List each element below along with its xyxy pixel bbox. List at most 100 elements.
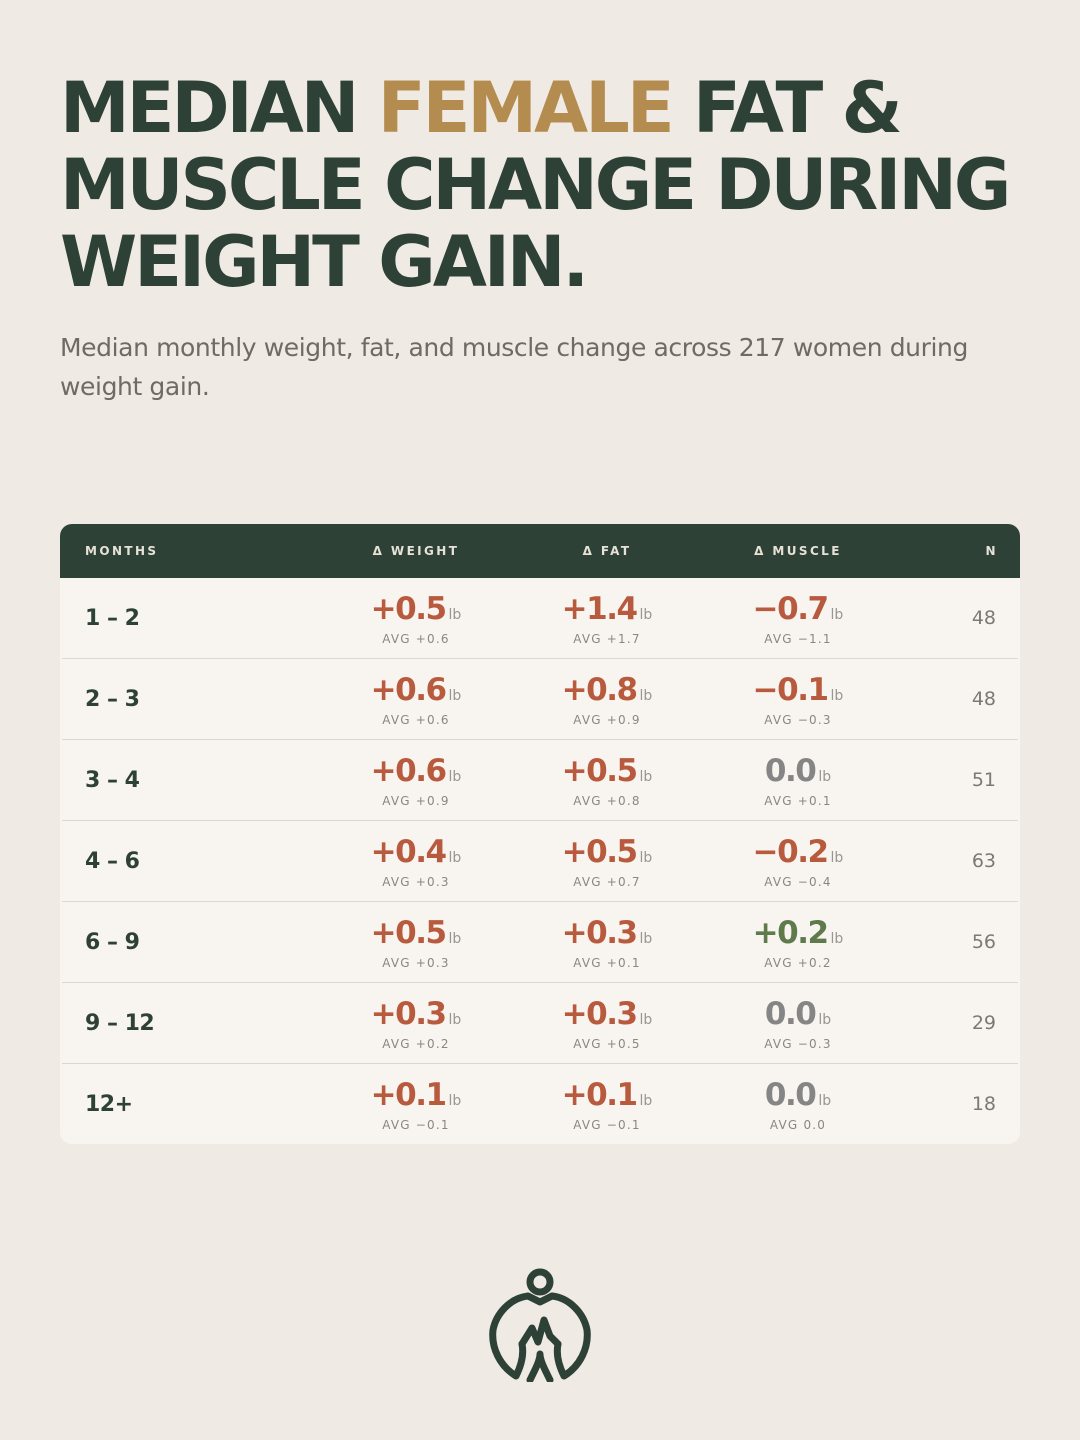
row-months: 9 – 12 xyxy=(85,1010,155,1036)
cell-weight: +0.6 lb AVG +0.9 xyxy=(346,753,486,808)
muscle-median-value: 0.0 xyxy=(764,1077,817,1113)
fat-median-value: +0.8 xyxy=(561,672,638,708)
muscle-median-value: −0.1 xyxy=(752,672,829,708)
unit-label: lb xyxy=(830,607,844,623)
fat-average: AVG +0.7 xyxy=(573,875,641,889)
unit-label: lb xyxy=(639,769,653,785)
unit-label: lb xyxy=(448,931,462,947)
title-part-1: MEDIAN xyxy=(60,67,378,149)
table-row: 1 – 2 +0.5 lb AVG +0.6 +1.4 lb AVG +1.7 −0… xyxy=(62,578,1018,659)
header-n: N xyxy=(985,544,998,558)
weight-median-value: +0.5 xyxy=(370,915,447,951)
table-row: 6 – 9 +0.5 lb AVG +0.3 +0.3 lb AVG +0.1 +0… xyxy=(62,902,1018,983)
cell-weight: +0.3 lb AVG +0.2 xyxy=(346,996,486,1051)
row-count: 48 xyxy=(971,688,996,710)
table-row: 2 – 3 +0.6 lb AVG +0.6 +0.8 lb AVG +0.9 −0… xyxy=(62,659,1018,740)
weight-average: AVG +0.2 xyxy=(382,1037,450,1051)
data-table: MONTHS Δ WEIGHT Δ FAT Δ MUSCLE N 1 – 2 +… xyxy=(60,524,1020,1144)
row-count: 56 xyxy=(971,931,996,953)
cell-weight: +0.1 lb AVG −0.1 xyxy=(346,1077,486,1132)
header-fat: Δ FAT xyxy=(582,544,632,558)
row-count: 63 xyxy=(971,850,996,872)
fat-median-value: +0.5 xyxy=(561,753,638,789)
unit-label: lb xyxy=(830,688,844,704)
muscle-median-value: −0.7 xyxy=(752,591,829,627)
unit-label: lb xyxy=(639,931,653,947)
fat-median-value: +0.3 xyxy=(561,996,638,1032)
weight-average: AVG +0.9 xyxy=(382,794,450,808)
header-weight: Δ WEIGHT xyxy=(372,544,460,558)
cell-muscle: 0.0 lb AVG 0.0 xyxy=(728,1077,868,1132)
cell-weight: +0.5 lb AVG +0.3 xyxy=(346,915,486,970)
cell-fat: +1.4 lb AVG +1.7 xyxy=(537,591,677,646)
cell-muscle: −0.7 lb AVG −1.1 xyxy=(728,591,868,646)
unit-label: lb xyxy=(448,607,462,623)
cell-weight: +0.5 lb AVG +0.6 xyxy=(346,591,486,646)
cell-muscle: 0.0 lb AVG −0.3 xyxy=(728,996,868,1051)
table-row: 9 – 12 +0.3 lb AVG +0.2 +0.3 lb AVG +0.5 0… xyxy=(62,983,1018,1064)
weight-median-value: +0.6 xyxy=(370,753,447,789)
table-row: 3 – 4 +0.6 lb AVG +0.9 +0.5 lb AVG +0.8 0.… xyxy=(62,740,1018,821)
fat-average: AVG +0.5 xyxy=(573,1037,641,1051)
title-accent: FEMALE xyxy=(377,67,675,149)
table-row: 12+ +0.1 lb AVG −0.1 +0.1 lb AVG −0.1 0.0 l… xyxy=(62,1064,1018,1144)
title-part-2: FAT & MUSCLE CHANGE DURING WEIGHT GAIN. xyxy=(60,67,1011,303)
fat-average: AVG +0.1 xyxy=(573,956,641,970)
fat-average: AVG +1.7 xyxy=(573,632,641,646)
unit-label: lb xyxy=(448,1093,462,1109)
row-months: 3 – 4 xyxy=(85,767,140,793)
weight-average: AVG +0.3 xyxy=(382,956,450,970)
page-title: MEDIAN FEMALE FAT & MUSCLE CHANGE DURING… xyxy=(60,70,1020,301)
row-months: 4 – 6 xyxy=(85,848,140,874)
table-header: MONTHS Δ WEIGHT Δ FAT Δ MUSCLE N xyxy=(60,524,1020,578)
header-muscle: Δ MUSCLE xyxy=(754,544,842,558)
unit-label: lb xyxy=(818,769,832,785)
row-count: 29 xyxy=(971,1012,996,1034)
cell-fat: +0.5 lb AVG +0.8 xyxy=(537,753,677,808)
weight-average: AVG +0.6 xyxy=(382,632,450,646)
unit-label: lb xyxy=(448,1012,462,1028)
cell-muscle: 0.0 lb AVG +0.1 xyxy=(728,753,868,808)
cell-fat: +0.5 lb AVG +0.7 xyxy=(537,834,677,889)
weight-median-value: +0.4 xyxy=(370,834,447,870)
muscle-median-value: −0.2 xyxy=(752,834,829,870)
muscle-median-value: +0.2 xyxy=(752,915,829,951)
row-months: 12+ xyxy=(85,1091,133,1117)
muscle-average: AVG +0.1 xyxy=(764,794,832,808)
muscle-average: AVG −0.3 xyxy=(764,1037,832,1051)
muscle-average: AVG +0.2 xyxy=(764,956,832,970)
brand-logo-icon xyxy=(489,1268,591,1382)
weight-average: AVG −0.1 xyxy=(382,1118,450,1132)
muscle-average: AVG 0.0 xyxy=(769,1118,827,1132)
row-months: 2 – 3 xyxy=(85,686,140,712)
weight-median-value: +0.6 xyxy=(370,672,447,708)
cell-fat: +0.1 lb AVG −0.1 xyxy=(537,1077,677,1132)
weight-median-value: +0.5 xyxy=(370,591,447,627)
unit-label: lb xyxy=(830,850,844,866)
muscle-median-value: 0.0 xyxy=(764,996,817,1032)
page-subtitle: Median monthly weight, fat, and muscle c… xyxy=(60,333,968,401)
cell-fat: +0.3 lb AVG +0.1 xyxy=(537,915,677,970)
cell-muscle: −0.1 lb AVG −0.3 xyxy=(728,672,868,727)
unit-label: lb xyxy=(448,769,462,785)
row-months: 1 – 2 xyxy=(85,605,140,631)
row-months: 6 – 9 xyxy=(85,929,140,955)
cell-weight: +0.6 lb AVG +0.6 xyxy=(346,672,486,727)
fat-average: AVG +0.9 xyxy=(573,713,641,727)
unit-label: lb xyxy=(818,1012,832,1028)
unit-label: lb xyxy=(639,1093,653,1109)
unit-label: lb xyxy=(639,1012,653,1028)
muscle-average: AVG −1.1 xyxy=(764,632,832,646)
row-count: 48 xyxy=(971,607,996,629)
fat-median-value: +0.3 xyxy=(561,915,638,951)
weight-average: AVG +0.3 xyxy=(382,875,450,889)
fat-median-value: +1.4 xyxy=(561,591,638,627)
unit-label: lb xyxy=(639,850,653,866)
unit-label: lb xyxy=(639,688,653,704)
row-count: 18 xyxy=(971,1093,996,1115)
fat-average: AVG +0.8 xyxy=(573,794,641,808)
unit-label: lb xyxy=(830,931,844,947)
cell-muscle: −0.2 lb AVG −0.4 xyxy=(728,834,868,889)
weight-average: AVG +0.6 xyxy=(382,713,450,727)
row-count: 51 xyxy=(971,769,996,791)
